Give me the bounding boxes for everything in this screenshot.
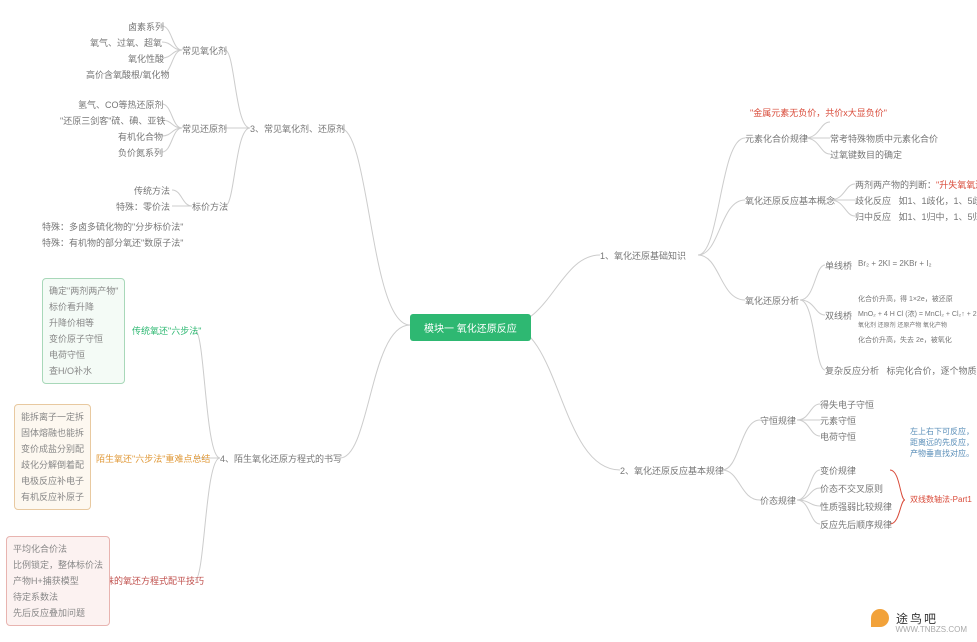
branch-1: 1、氧化还原基础知识 (600, 249, 686, 262)
b3-c2-l4: 负价氮系列 (118, 146, 163, 159)
watermark: 途鸟吧 WWW.TNBZS.COM (871, 609, 967, 634)
center-node: 模块一 氧化还原反应 (410, 314, 531, 341)
b4-c3-i4: 先后反应叠加问题 (13, 605, 103, 621)
branch-2: 2、氧化还原反应基本规律 (620, 464, 724, 477)
b4-c2-box: 能拆离子一定拆 固体熔融也能拆 变价成盐分别配 歧化分解倒着配 电极反应补电子 … (14, 404, 91, 510)
b4-c2-i0: 能拆离子一定拆 (21, 409, 84, 425)
b1-c3-l2-sub1: 氧化剂 还原剂 还原产物 氧化产物 (858, 320, 947, 329)
b4-c1-box: 确定"两剂两产物" 标价看升降 升降价相等 变价原子守恒 电荷守恒 查H/O补水 (42, 278, 125, 384)
b3-c1-l3: 氧化性酸 (128, 52, 164, 65)
b1-c1-note: "金属元素无负价，共价x大显负价" (750, 106, 887, 119)
b4-c3-i1: 比例锁定，整体标价法 (13, 557, 103, 573)
b1-c1-l2: 过氧键数目的确定 (830, 148, 902, 161)
b1-c3-l1: 单线桥 (825, 259, 852, 272)
center-label: 模块一 氧化还原反应 (424, 324, 517, 335)
b3-c2: 常见还原剂 (182, 122, 227, 135)
b1-c3-l3: 复杂反应分析 标完化合价，逐个物质分析 (825, 364, 977, 377)
b1-c2: 氧化还原反应基本概念 (745, 194, 835, 207)
b1-c1-l1: 常考特殊物质中元素化合价 (830, 132, 938, 145)
watermark-logo-icon (871, 609, 889, 627)
branch-4: 4、陌生氧化还原方程式的书写 (220, 452, 342, 465)
b1-c1: 元素化合价规律 (745, 132, 808, 145)
b2-c1-l1: 得失电子守恒 (820, 398, 874, 411)
b4-c1-i5: 查H/O补水 (49, 363, 118, 379)
b4-c2-i3: 歧化分解倒着配 (21, 457, 84, 473)
b1-c3-l2: 双线桥 (825, 309, 852, 322)
b1-c2-l1: 两剂两产物的判断："升失氧氧还，降得还还氧" (855, 178, 977, 191)
b3-c1-l1: 卤素系列 (128, 20, 164, 33)
b1-c3-l2-sub2: 化合价升高，得 1×2e，被还原 (858, 294, 953, 304)
b1-c3-l2-eq: MnO₂ + 4 H Cl (浓) = MnCl₂ + Cl₂↑ + 2H₂O (858, 309, 977, 319)
branch-3: 3、常见氧化剂、还原剂 (250, 122, 345, 135)
b1-c2-l3: 归中反应 如1、1归中，1、5归中等 (855, 210, 977, 223)
b3-c1-l4: 高价含氧酸根/氧化物 (86, 68, 170, 81)
b3-c2-l3: 有机化合物 (118, 130, 163, 143)
b4-c1-i2: 升降价相等 (49, 315, 118, 331)
b4-c2: 陌生氧还"六步法"重难点总结 (96, 452, 210, 465)
b2-c1-l3: 电荷守恒 (820, 430, 856, 443)
b4-c2-i2: 变价成盐分别配 (21, 441, 84, 457)
b2-c2: 价态规律 (760, 494, 796, 507)
b3-c2-l1: 氢气、CO等热还原剂 (78, 98, 164, 111)
b4-c1-i0: 确定"两剂两产物" (49, 283, 118, 299)
b4-c1-i1: 标价看升降 (49, 299, 118, 315)
b2-c2-l2: 价态不交叉原则 (820, 482, 883, 495)
b1-c3-l2-sub3: 化合价升高，失去 2e，被氧化 (858, 335, 952, 345)
b3-c3: 标价方法 (192, 200, 228, 213)
b3-c1-l2: 氧气、过氧、超氧 (90, 36, 162, 49)
b4-c2-i4: 电极反应补电子 (21, 473, 84, 489)
b1-c3-l1-eq: Br₂ + 2KI = 2KBr + I₂ (858, 259, 932, 268)
b4-c1-i3: 变价原子守恒 (49, 331, 118, 347)
b4-c2-i5: 有机反应补原子 (21, 489, 84, 505)
b4-c2-i1: 固体熔融也能拆 (21, 425, 84, 441)
b2-c2-l4: 反应先后顺序规律 (820, 518, 892, 531)
b2-c2-l1: 变价规律 (820, 464, 856, 477)
b3-c3-l1: 传统方法 (134, 184, 170, 197)
b4-c3-box: 平均化合价法 比例锁定，整体标价法 产物H+捕获模型 待定系数法 先后反应叠加问… (6, 536, 110, 626)
b3-c3-l2: 特殊：零价法 (116, 200, 170, 213)
b2-c1: 守恒规律 (760, 414, 796, 427)
b4-c3-i2: 产物H+捕获模型 (13, 573, 103, 589)
b2-c2-note-blue: 左上右下可反应， 距离远的先反应， 产物垂直找对应。 (910, 426, 974, 459)
b4-c1-i4: 电荷守恒 (49, 347, 118, 363)
watermark-text: 途鸟吧 (896, 610, 938, 627)
b3-c1: 常见氧化剂 (182, 44, 227, 57)
b4-c3: 特殊的氧还方程式配平技巧 (96, 574, 204, 587)
b4-c3-i3: 待定系数法 (13, 589, 103, 605)
b2-c2-note-red: 双线数轴法-Part1 (910, 494, 972, 505)
b1-c2-l2: 歧化反应 如1、1歧化，1、5歧化等 (855, 194, 977, 207)
b4-c1: 传统氧还"六步法" (132, 324, 201, 337)
b1-c3: 氧化还原分析 (745, 294, 799, 307)
b3-c3-s1: 特殊：多卤多硫化物的"分步标价法" (42, 220, 183, 233)
watermark-url: WWW.TNBZS.COM (895, 625, 967, 634)
b3-c2-l2: "还原三剑客"硫、碘、亚铁 (60, 114, 165, 127)
b3-c3-s2: 特殊：有机物的部分氧还"数原子法" (42, 236, 183, 249)
b4-c3-i0: 平均化合价法 (13, 541, 103, 557)
b2-c1-l2: 元素守恒 (820, 414, 856, 427)
b2-c2-l3: 性质强弱比较规律 (820, 500, 892, 513)
